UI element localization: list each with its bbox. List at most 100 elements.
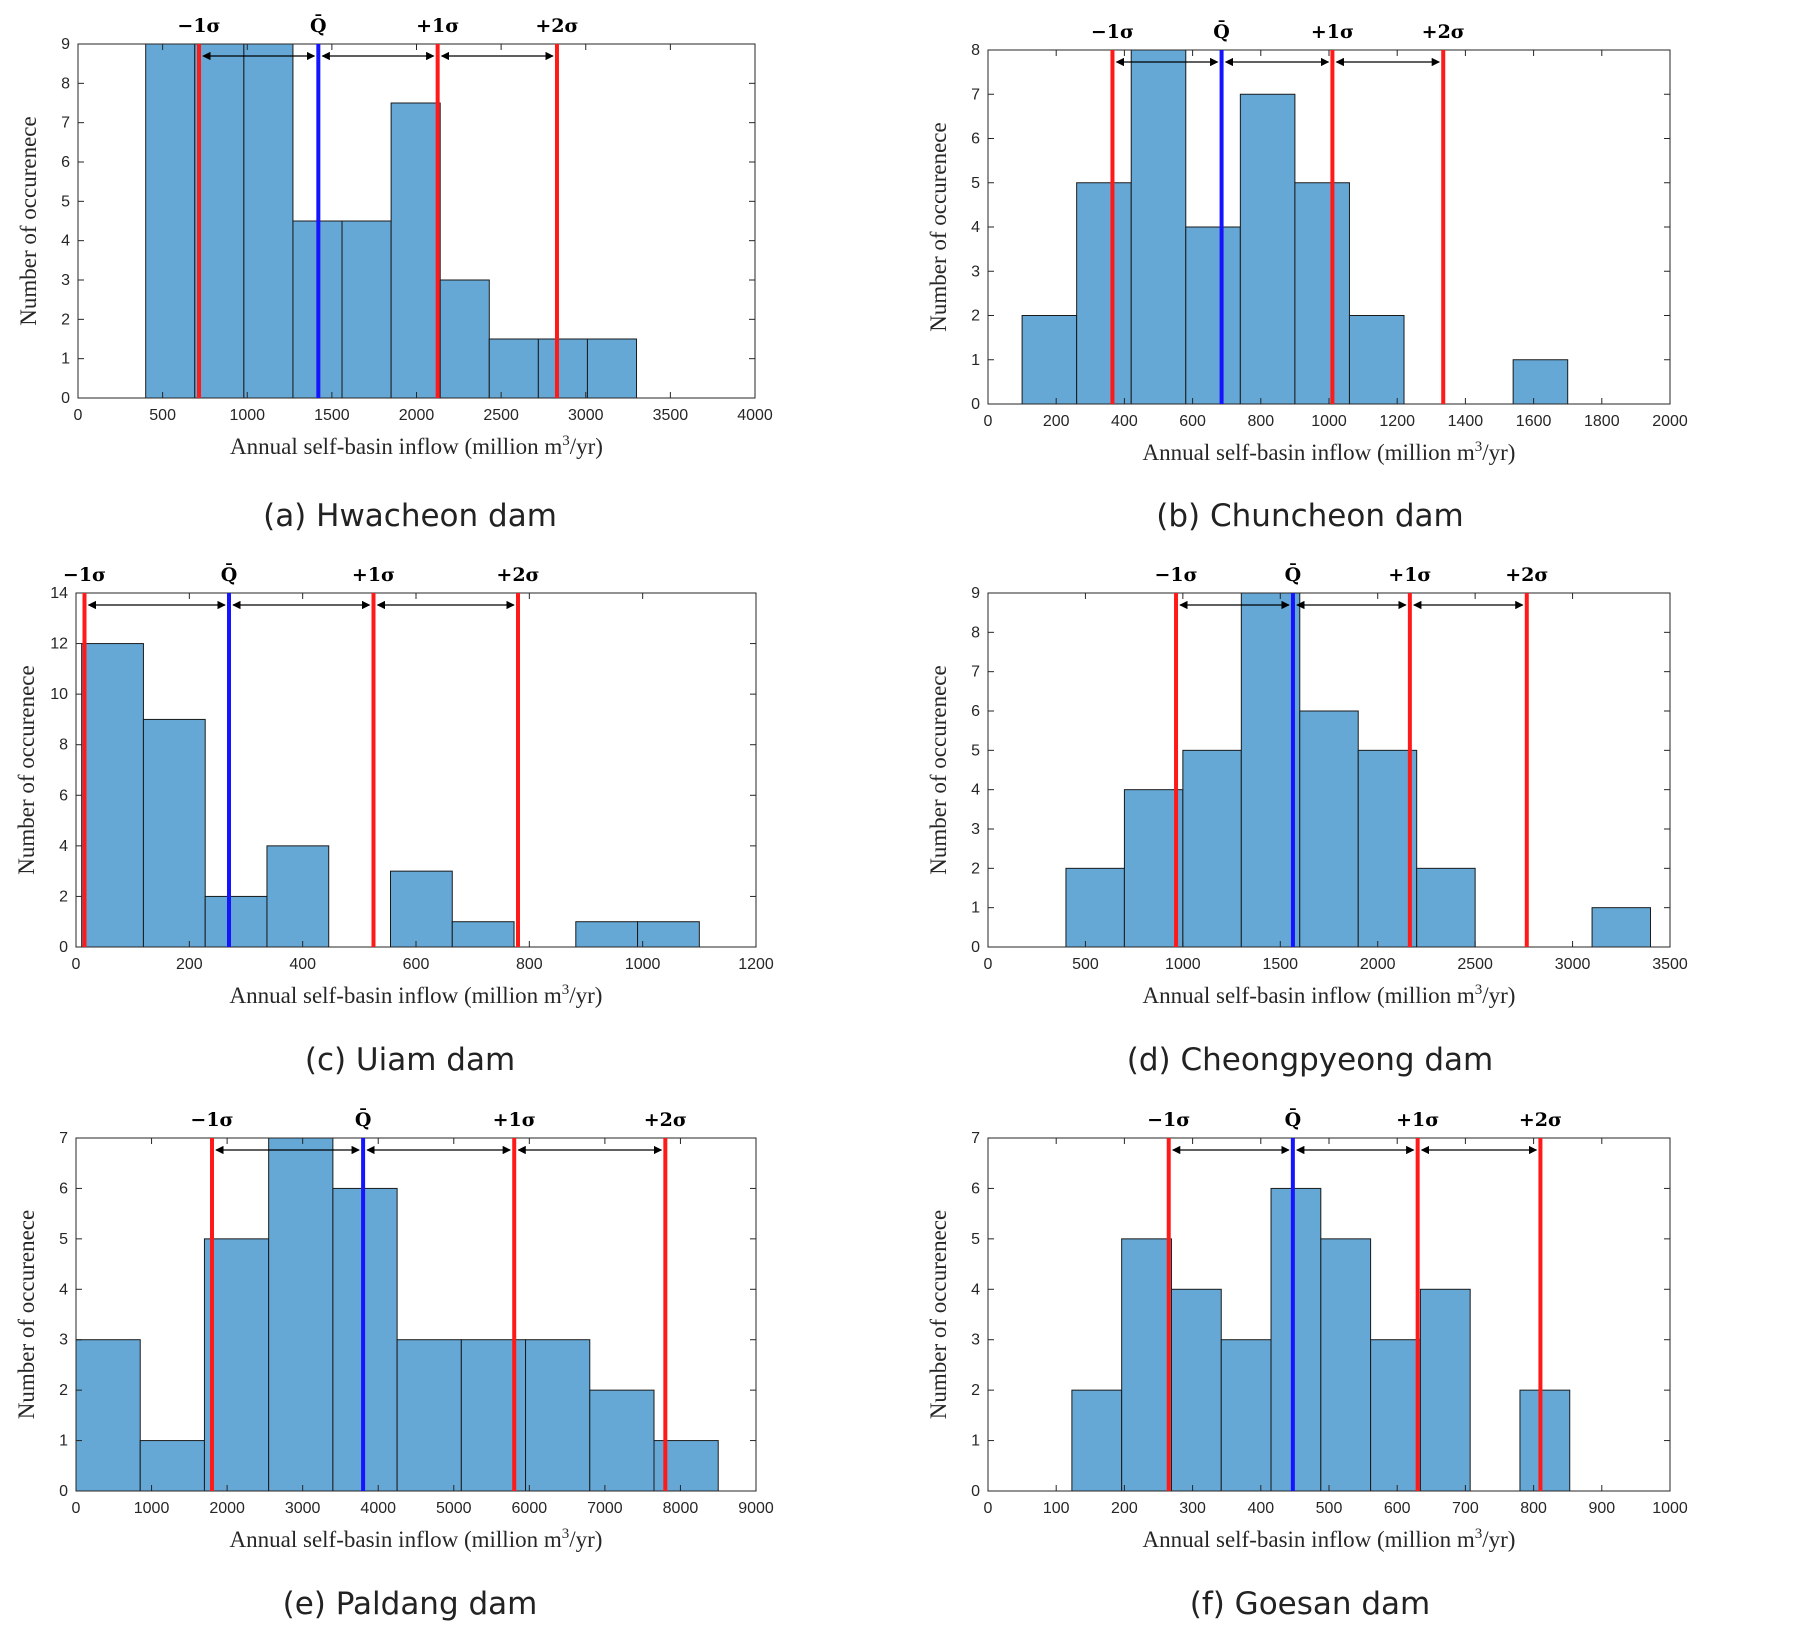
histogram-bar-2	[1170, 1288, 1222, 1492]
label-plus1: +1σ	[1388, 564, 1431, 586]
y-tick-label: 7	[59, 1130, 68, 1147]
y-tick-label: 1	[971, 900, 980, 917]
chart-panel-f: 0 100 200 300 400 500 600 700 800 900 1000 0 1 2 3 4 5 6 7…	[900, 1088, 1800, 1632]
histogram-bar-0	[145, 43, 196, 399]
axes-frame	[987, 592, 1671, 948]
histogram-bar-8	[537, 338, 588, 399]
x-tick-label: 1000	[229, 407, 265, 424]
histogram-bar-6	[1348, 315, 1405, 405]
caption-d: (d) Cheongpyeong dam	[1126, 1042, 1494, 1078]
label-mean: Q̄	[1285, 1109, 1302, 1131]
x-tick-label: 2000	[209, 1500, 245, 1517]
histogram-bar-3	[266, 845, 330, 948]
histogram-bar-2	[1182, 749, 1242, 948]
x-axis-label-end: /yr)	[1482, 1527, 1515, 1552]
label-plus2: +2σ	[535, 15, 578, 37]
y-tick-label: 5	[971, 1231, 980, 1248]
x-tick-label: 8000	[663, 1500, 699, 1517]
y-tick-label: 2	[971, 1382, 980, 1399]
label-plus1: +1σ	[416, 15, 459, 37]
x-axis-label-sup: 3	[1475, 982, 1483, 998]
y-tick-label: 5	[59, 1231, 68, 1248]
x-tick-label: 800	[1520, 1500, 1547, 1517]
x-tick-label: 1000	[1311, 413, 1347, 430]
label-minus1: −1σ	[1154, 564, 1197, 586]
y-tick-label: 1	[971, 352, 980, 369]
chart-panel-b: 0 200 400 600 800 1000 1200 1400 1600 1800 2000 0 1 2…	[900, 0, 1800, 544]
histogram-bar-2	[1130, 49, 1187, 405]
y-tick-label: 7	[971, 664, 980, 681]
x-tick-label: 1000	[1165, 956, 1201, 973]
label-mean: Q̄	[1213, 21, 1230, 43]
histogram-bar-5	[390, 870, 453, 948]
label-mean: Q̄	[310, 15, 327, 37]
histogram-bar-3	[1185, 226, 1241, 405]
histogram-bar-6	[1370, 1339, 1421, 1492]
x-tick-label: 4000	[360, 1500, 396, 1517]
histogram-bar-5	[1294, 182, 1350, 405]
histogram-bar-9	[586, 338, 638, 399]
y-tick-label: 5	[971, 175, 980, 192]
y-axis-label: Number of occurenece	[926, 122, 951, 331]
y-axis-label: Number of occurenece	[926, 1210, 951, 1419]
histogram-bar-7	[525, 1339, 591, 1492]
histogram-goesan: 0 100 200 300 400 500 600 700 800 900 1000 0 1 2 3 4 5 6 7…	[926, 1109, 1688, 1552]
y-tick-label: 5	[971, 742, 980, 759]
y-tick-label: 3	[61, 272, 70, 289]
x-axis-label: Annual self-basin inflow (million m3/yr)	[1143, 1526, 1516, 1552]
x-axis-label-end: /yr)	[570, 434, 603, 459]
histogram-bar-2	[203, 1238, 270, 1492]
x-tick-label: 2500	[483, 407, 519, 424]
histogram-bar-6	[1416, 867, 1476, 948]
histogram-bar-7	[1419, 1288, 1471, 1492]
x-tick-label: 600	[1179, 413, 1206, 430]
x-tick-label: 300	[1179, 1500, 1206, 1517]
x-axis-label-main: Annual self-basin inflow (million m	[1143, 1527, 1475, 1552]
label-plus2: +2σ	[1505, 564, 1548, 586]
x-tick-label: 100	[1043, 1500, 1070, 1517]
histogram-paldang: 0 1000 2000 3000 4000 5000 6000 7000 8000 9000 0 1 2…	[14, 1109, 774, 1552]
y-tick-label: 0	[59, 1483, 68, 1500]
caption-c: (c) Uiam dam	[304, 1042, 516, 1078]
histogram-bar-2	[243, 43, 294, 399]
x-tick-label: 400	[1111, 413, 1138, 430]
x-tick-label: 200	[176, 956, 203, 973]
x-axis-label: Annual self-basin inflow (million m3/yr)	[230, 982, 603, 1008]
y-tick-label: 10	[50, 686, 68, 703]
x-tick-label: 600	[1384, 1500, 1411, 1517]
chart-panel-c: 0 200 400 600 800 1000 1200 0 2 4 6 8 10 12 14 Annual s…	[0, 544, 900, 1088]
x-tick-label: 0	[72, 956, 81, 973]
histogram-bar-7	[488, 338, 539, 399]
chart-panel-e: 0 1000 2000 3000 4000 5000 6000 7000 8000 9000 0 1 2…	[0, 1088, 900, 1632]
x-tick-label: 3500	[1652, 956, 1688, 973]
x-tick-label: 200	[1043, 413, 1070, 430]
y-tick-label: 3	[59, 1332, 68, 1349]
x-tick-label: 3500	[653, 407, 689, 424]
x-tick-label: 0	[984, 1500, 993, 1517]
x-tick-label: 900	[1588, 1500, 1615, 1517]
y-tick-label: 7	[971, 86, 980, 103]
y-tick-label: 8	[971, 624, 980, 641]
x-tick-label: 3000	[1555, 956, 1591, 973]
x-axis-label-end: /yr)	[1482, 983, 1515, 1008]
histogram-bar-5	[396, 1339, 462, 1492]
x-tick-label: 1600	[1516, 413, 1552, 430]
y-tick-label: 3	[971, 263, 980, 280]
y-tick-label: 14	[50, 585, 68, 602]
histogram-cheongpyeong: 0 500 1000 1500 2000 2500 3000 3500 0 1 2 3 4 5 6 7 8 9 An…	[926, 564, 1688, 1008]
x-axis-label-main: Annual self-basin inflow (million m	[230, 983, 562, 1008]
y-tick-label: 4	[59, 838, 68, 855]
x-tick-label: 7000	[587, 1500, 623, 1517]
y-tick-label: 0	[971, 396, 980, 413]
label-mean: Q̄	[221, 564, 238, 586]
histogram-bar-4	[1299, 710, 1359, 948]
y-tick-label: 4	[61, 233, 70, 250]
y-tick-label: 6	[59, 1180, 68, 1197]
x-axis-label-end: /yr)	[569, 983, 602, 1008]
x-axis-label-sup: 3	[562, 433, 570, 449]
label-plus2: +2σ	[1422, 21, 1465, 43]
y-tick-label: 6	[971, 131, 980, 148]
x-tick-label: 2000	[399, 407, 435, 424]
y-tick-label: 1	[61, 351, 70, 368]
histogram-bar-6	[439, 279, 490, 399]
